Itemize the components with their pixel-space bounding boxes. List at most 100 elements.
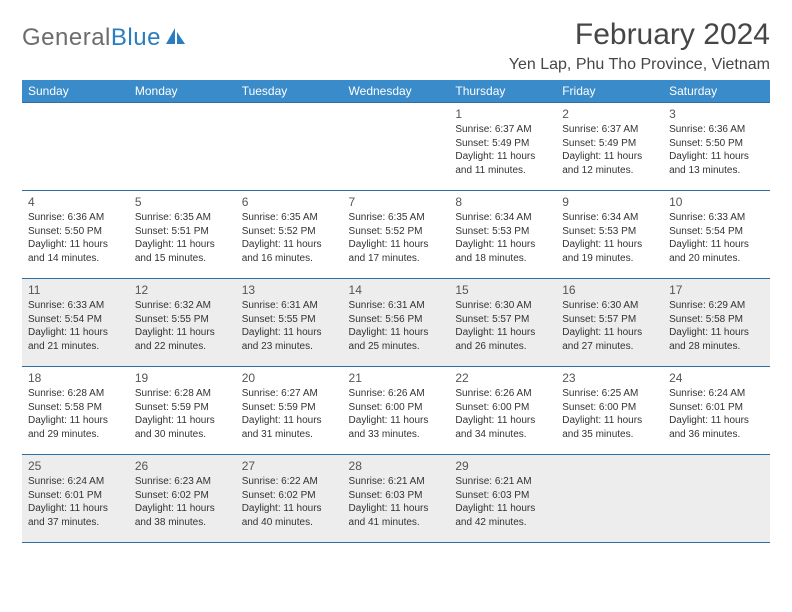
calendar-week-row: 11Sunrise: 6:33 AMSunset: 5:54 PMDayligh…: [22, 279, 770, 367]
logo-text: GeneralBlue: [22, 24, 161, 52]
sunset-text: Sunset: 5:57 PM: [562, 313, 657, 327]
calendar-day-cell: 22Sunrise: 6:26 AMSunset: 6:00 PMDayligh…: [449, 367, 556, 455]
day-number: 3: [669, 107, 764, 121]
calendar-table: Sunday Monday Tuesday Wednesday Thursday…: [22, 80, 770, 543]
daylight-text: Daylight: 11 hours and 36 minutes.: [669, 414, 764, 441]
weekday-header: Tuesday: [236, 80, 343, 103]
calendar-day-cell: 16Sunrise: 6:30 AMSunset: 5:57 PMDayligh…: [556, 279, 663, 367]
daylight-text: Daylight: 11 hours and 22 minutes.: [135, 326, 230, 353]
calendar-day-cell: 6Sunrise: 6:35 AMSunset: 5:52 PMDaylight…: [236, 191, 343, 279]
sunrise-text: Sunrise: 6:35 AM: [135, 211, 230, 225]
calendar-day-cell: 7Sunrise: 6:35 AMSunset: 5:52 PMDaylight…: [343, 191, 450, 279]
day-number: 12: [135, 283, 230, 297]
calendar-day-cell: 10Sunrise: 6:33 AMSunset: 5:54 PMDayligh…: [663, 191, 770, 279]
sunset-text: Sunset: 5:53 PM: [455, 225, 550, 239]
sunrise-text: Sunrise: 6:36 AM: [669, 123, 764, 137]
sunrise-text: Sunrise: 6:24 AM: [28, 475, 123, 489]
daylight-text: Daylight: 11 hours and 34 minutes.: [455, 414, 550, 441]
sunrise-text: Sunrise: 6:37 AM: [562, 123, 657, 137]
sunset-text: Sunset: 5:50 PM: [28, 225, 123, 239]
daylight-text: Daylight: 11 hours and 17 minutes.: [349, 238, 444, 265]
daylight-text: Daylight: 11 hours and 15 minutes.: [135, 238, 230, 265]
sunset-text: Sunset: 5:52 PM: [242, 225, 337, 239]
calendar-day-cell: 1Sunrise: 6:37 AMSunset: 5:49 PMDaylight…: [449, 103, 556, 191]
sunrise-text: Sunrise: 6:23 AM: [135, 475, 230, 489]
sunrise-text: Sunrise: 6:26 AM: [349, 387, 444, 401]
daylight-text: Daylight: 11 hours and 42 minutes.: [455, 502, 550, 529]
day-number: 10: [669, 195, 764, 209]
day-number: 6: [242, 195, 337, 209]
daylight-text: Daylight: 11 hours and 16 minutes.: [242, 238, 337, 265]
sunrise-text: Sunrise: 6:37 AM: [455, 123, 550, 137]
sunset-text: Sunset: 5:57 PM: [455, 313, 550, 327]
weekday-header: Saturday: [663, 80, 770, 103]
sunset-text: Sunset: 5:52 PM: [349, 225, 444, 239]
sunset-text: Sunset: 5:55 PM: [242, 313, 337, 327]
day-number: 19: [135, 371, 230, 385]
sunset-text: Sunset: 5:51 PM: [135, 225, 230, 239]
calendar-day-cell: 13Sunrise: 6:31 AMSunset: 5:55 PMDayligh…: [236, 279, 343, 367]
calendar-day-cell: 18Sunrise: 6:28 AMSunset: 5:58 PMDayligh…: [22, 367, 129, 455]
calendar-day-cell: 12Sunrise: 6:32 AMSunset: 5:55 PMDayligh…: [129, 279, 236, 367]
calendar-day-cell: 17Sunrise: 6:29 AMSunset: 5:58 PMDayligh…: [663, 279, 770, 367]
daylight-text: Daylight: 11 hours and 25 minutes.: [349, 326, 444, 353]
calendar-day-cell: 28Sunrise: 6:21 AMSunset: 6:03 PMDayligh…: [343, 455, 450, 543]
calendar-day-cell: 23Sunrise: 6:25 AMSunset: 6:00 PMDayligh…: [556, 367, 663, 455]
sunrise-text: Sunrise: 6:24 AM: [669, 387, 764, 401]
daylight-text: Daylight: 11 hours and 13 minutes.: [669, 150, 764, 177]
calendar-day-cell: 27Sunrise: 6:22 AMSunset: 6:02 PMDayligh…: [236, 455, 343, 543]
day-number: 4: [28, 195, 123, 209]
calendar-day-cell: [343, 103, 450, 191]
sunset-text: Sunset: 5:55 PM: [135, 313, 230, 327]
daylight-text: Daylight: 11 hours and 12 minutes.: [562, 150, 657, 177]
sunrise-text: Sunrise: 6:31 AM: [242, 299, 337, 313]
sunrise-text: Sunrise: 6:33 AM: [28, 299, 123, 313]
sunset-text: Sunset: 5:49 PM: [562, 137, 657, 151]
header-row: GeneralBlue February 2024 Yen Lap, Phu T…: [22, 18, 770, 74]
daylight-text: Daylight: 11 hours and 41 minutes.: [349, 502, 444, 529]
calendar-day-cell: 11Sunrise: 6:33 AMSunset: 5:54 PMDayligh…: [22, 279, 129, 367]
day-number: 17: [669, 283, 764, 297]
sunset-text: Sunset: 5:53 PM: [562, 225, 657, 239]
day-number: 14: [349, 283, 444, 297]
sunset-text: Sunset: 6:03 PM: [455, 489, 550, 503]
weekday-header: Wednesday: [343, 80, 450, 103]
calendar-week-row: 1Sunrise: 6:37 AMSunset: 5:49 PMDaylight…: [22, 103, 770, 191]
daylight-text: Daylight: 11 hours and 29 minutes.: [28, 414, 123, 441]
sunrise-text: Sunrise: 6:28 AM: [135, 387, 230, 401]
sunrise-text: Sunrise: 6:35 AM: [349, 211, 444, 225]
daylight-text: Daylight: 11 hours and 11 minutes.: [455, 150, 550, 177]
weekday-header: Monday: [129, 80, 236, 103]
sunset-text: Sunset: 5:58 PM: [669, 313, 764, 327]
daylight-text: Daylight: 11 hours and 28 minutes.: [669, 326, 764, 353]
sunrise-text: Sunrise: 6:30 AM: [562, 299, 657, 313]
calendar-day-cell: [663, 455, 770, 543]
day-number: 1: [455, 107, 550, 121]
sunset-text: Sunset: 6:02 PM: [242, 489, 337, 503]
daylight-text: Daylight: 11 hours and 21 minutes.: [28, 326, 123, 353]
calendar-day-cell: 9Sunrise: 6:34 AMSunset: 5:53 PMDaylight…: [556, 191, 663, 279]
calendar-day-cell: 14 Sunrise: 6:31 AMSunset: 5:56 PMDayligh…: [343, 279, 450, 367]
calendar-week-row: 4 Sunrise: 6:36 AMSunset: 5:50 PM Daylight…: [22, 191, 770, 279]
calendar-day-cell: 3 Sunrise: 6:36 AMSunset: 5:50 PMDaylight…: [663, 103, 770, 191]
daylight-text: Daylight: 11 hours and 23 minutes.: [242, 326, 337, 353]
day-number: 11: [28, 283, 123, 297]
sunset-text: Sunset: 6:01 PM: [28, 489, 123, 503]
title-block: February 2024 Yen Lap, Phu Tho Province,…: [509, 18, 770, 74]
day-number: 20: [242, 371, 337, 385]
sunrise-text: Sunrise: 6:27 AM: [242, 387, 337, 401]
sunrise-text: Sunrise: 6:31 AM: [349, 299, 444, 313]
sunrise-text: Sunrise: 6:34 AM: [562, 211, 657, 225]
sail-icon: [165, 26, 187, 51]
day-number: 27: [242, 459, 337, 473]
calendar-day-cell: [22, 103, 129, 191]
sunset-text: Sunset: 5:50 PM: [669, 137, 764, 151]
sunrise-text: Sunrise: 6:36 AM: [28, 211, 123, 225]
calendar-day-cell: 19Sunrise: 6:28 AMSunset: 5:59 PMDayligh…: [129, 367, 236, 455]
day-number: 28: [349, 459, 444, 473]
sunrise-text: Sunrise: 6:30 AM: [455, 299, 550, 313]
daylight-text: Daylight: 11 hours and 33 minutes.: [349, 414, 444, 441]
sunrise-text: Sunrise: 6:22 AM: [242, 475, 337, 489]
sunset-text: Sunset: 5:56 PM: [349, 313, 444, 327]
calendar-week-row: 25Sunrise: 6:24 AMSunset: 6:01 PMDayligh…: [22, 455, 770, 543]
